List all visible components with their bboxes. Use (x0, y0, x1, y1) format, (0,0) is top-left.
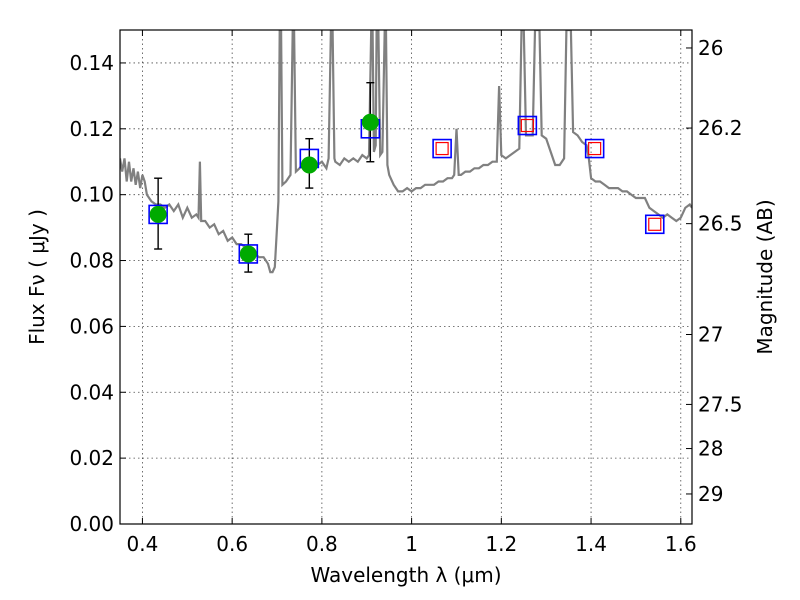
observed-point (300, 156, 318, 174)
model-photometry-square (584, 138, 605, 159)
y2-tick-label: 28 (698, 437, 723, 461)
spectrum-line (120, 30, 692, 274)
y-tick-label: 0.00 (69, 512, 114, 536)
model-photometry-square (432, 138, 452, 159)
x-tick-label: 1.2 (485, 532, 517, 556)
y2-tick-label: 27 (698, 322, 723, 346)
x-tick-label: 1.6 (665, 532, 697, 556)
y-tick-label: 0.10 (69, 183, 114, 207)
x-tick-label: 1.4 (575, 532, 607, 556)
model-spectrum (120, 30, 692, 274)
y-tick-label: 0.14 (69, 51, 114, 75)
upper-limit-square (520, 118, 534, 133)
y2-tick-label: 29 (698, 482, 723, 506)
y-tick-label: 0.06 (69, 314, 114, 338)
y-axis-title: Flux Fν ( μJy ) (25, 209, 49, 345)
upper-limit-square (588, 141, 602, 156)
model-photometry-square (517, 115, 538, 136)
y-tick-label: 0.02 (69, 446, 114, 470)
x-axis-title: Wavelength λ (μm) (310, 563, 501, 587)
x-tick-label: 1 (405, 532, 418, 556)
observed-point (361, 113, 379, 131)
y-tick-label: 0.12 (69, 117, 114, 141)
x-tick-label: 0.6 (216, 532, 248, 556)
y-tick-label: 0.04 (69, 380, 114, 404)
observed-point (149, 205, 167, 223)
y2-tick-label: 26 (698, 36, 723, 60)
x-tick-label: 0.8 (306, 532, 338, 556)
y2-tick-label: 26.5 (698, 212, 743, 236)
plot-frame (119, 29, 693, 525)
model-photometry-square (148, 204, 168, 225)
x-tick-label: 0.4 (127, 532, 159, 556)
upper-limit-square (648, 217, 662, 231)
model-photometry-square (238, 244, 259, 264)
y2-tick-label: 26.2 (698, 116, 743, 140)
axis-ticks: 0.4 0.6 0.8 1 1.2 1.4 1.6 0.00 0.02 0.04 0.06 0.08 0… (69, 30, 743, 556)
y-tick-label: 0.08 (69, 249, 114, 273)
upper-limit-square (435, 141, 449, 156)
observed-point (239, 245, 257, 263)
photometry-markers (148, 81, 665, 273)
model-photometry-square (644, 214, 665, 235)
y2-axis-title: Magnitude (AB) (753, 199, 777, 354)
y2-tick-label: 27.5 (698, 392, 743, 416)
